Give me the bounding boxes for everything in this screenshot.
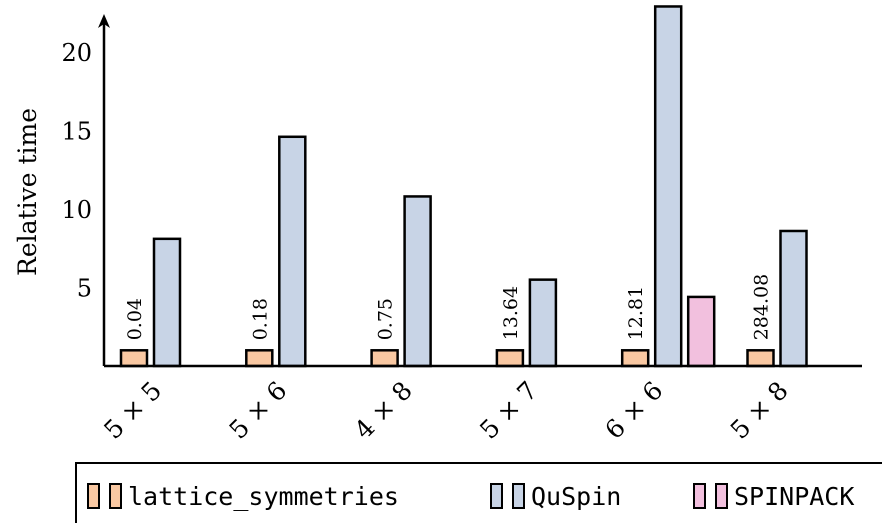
- bar-lattice-symmetries-6-6: [620, 349, 650, 368]
- y-tick-label-10: 10: [61, 196, 92, 224]
- x-tick-label-6-6: 6 × 6: [599, 376, 668, 445]
- data-label-5-5: 0.04: [124, 298, 146, 340]
- legend-frame: [75, 462, 882, 523]
- legend-items: lattice_symmetries QuSpin SPINPACK: [87, 482, 854, 511]
- data-label-5-8: 284.08: [751, 274, 773, 340]
- legend-label-quspin: QuSpin: [531, 482, 621, 511]
- bar-lattice-symmetries-5-5: [119, 349, 149, 368]
- x-tick-label-5-5: 5 × 5: [98, 376, 167, 445]
- data-label-5-6: 0.18: [249, 298, 271, 340]
- x-tick-label-5-7: 5 × 7: [474, 376, 543, 445]
- legend-swatch-quspin: [490, 483, 503, 509]
- x-tick-labels: 5 × 5 5 × 6 4 × 8 5 × 7 6 × 6 5 × 8: [98, 376, 794, 445]
- data-label-4-8: 0.75: [375, 298, 397, 340]
- legend-label-spinpack: SPINPACK: [734, 482, 854, 511]
- y-axis-arrowhead: [98, 14, 110, 28]
- y-tick-label-5: 5: [77, 275, 92, 303]
- y-axis-label: Relative time: [13, 108, 42, 276]
- legend: lattice_symmetries QuSpin SPINPACK: [75, 462, 882, 523]
- bar-lattice-symmetries-5-6: [245, 349, 274, 368]
- x-tick-label-5-6: 5 × 6: [223, 376, 292, 445]
- y-tick-label-20: 20: [61, 39, 92, 67]
- x-tick-label-4-8: 4 × 8: [349, 376, 418, 445]
- legend-swatch-lattice-symmetries: [87, 483, 100, 509]
- bar-quspin-4-8: [403, 195, 432, 368]
- y-ticks: 5 10 15 20: [61, 39, 92, 303]
- x-tick-label-5-8: 5 × 8: [725, 376, 794, 445]
- axes-layer: [98, 14, 862, 368]
- bar-quspin-5-8: [779, 229, 808, 368]
- legend-swatch-lattice-symmetries-2: [109, 483, 122, 509]
- legend-label-lattice-symmetries: lattice_symmetries: [128, 482, 399, 511]
- data-label-5-7: 13.64: [500, 286, 522, 340]
- bar-quspin-5-5: [152, 237, 182, 368]
- data-label-6-6: 12.81: [625, 286, 647, 340]
- legend-swatch-spinpack: [693, 483, 706, 509]
- legend-swatch-quspin-2: [512, 483, 525, 509]
- bar-quspin-5-6: [278, 135, 307, 368]
- bar-lattice-symmetries-5-7: [495, 349, 525, 368]
- legend-swatch-spinpack-2: [715, 483, 728, 509]
- y-tick-label-15: 15: [61, 118, 92, 146]
- bar-quspin-6-6: [653, 5, 683, 368]
- bar-quspin-5-7: [528, 278, 558, 368]
- bar-lattice-symmetries-4-8: [370, 349, 399, 368]
- bars-layer: 0.04 0.18 0.75 13.64 12.81 284.08: [119, 5, 808, 368]
- bar-lattice-symmetries-5-8: [746, 349, 775, 368]
- bar-spinpack-6-6: [686, 295, 716, 368]
